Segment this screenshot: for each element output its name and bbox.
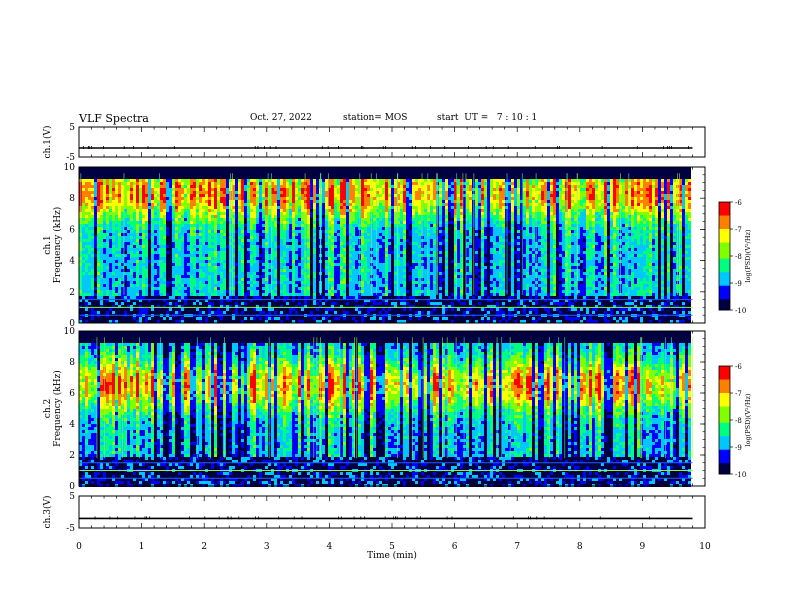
y-tick-label: 10 <box>64 327 76 337</box>
ch1-spectrogram-colorbar: -6 -7 -8 -9 -10 log(PSD)(V²/Hz) <box>719 199 752 315</box>
y-tick-label: 6 <box>69 389 75 399</box>
y-tick-label: -5 <box>66 153 75 163</box>
colorbar-tick-label: -7 <box>735 390 742 398</box>
ch1-spectrogram-image <box>79 167 692 323</box>
y-axis-label: ch.3(V) <box>42 496 53 529</box>
y-axis-label-channel: ch.2 <box>43 399 53 418</box>
vlf-figure: 5-5ch.1(V)0246810ch.1 Frequency (kHz)-6-7… <box>0 0 792 612</box>
ch2-spectrogram-colorbar: -6 -7 -8 -9 -10 log(PSD)(V²/Hz) <box>719 363 752 479</box>
x-tick-label: 0 <box>76 542 82 552</box>
panel-ch2-spectrogram: 0 2 4 6 8 10 ch.2 Frequency (kHz) <box>43 327 705 492</box>
x-tick-label: 4 <box>327 542 333 552</box>
colorbar-tick-label: -9 <box>735 444 742 452</box>
y-tick-label: 4 <box>69 257 75 267</box>
colorbar-tick-label: -6 <box>735 363 742 371</box>
y-tick-label: 8 <box>69 194 75 204</box>
x-axis-label: Time (min) <box>367 550 417 561</box>
x-tick-label: 8 <box>577 542 583 552</box>
y-axis-label: Frequency (kHz) <box>52 207 63 284</box>
panel-ch3-waveform: 5 -5 ch.3(V) <box>42 492 705 534</box>
y-tick-label: -5 <box>66 524 75 534</box>
x-tick-label: 2 <box>201 542 207 552</box>
y-tick-label: 5 <box>69 492 75 502</box>
colorbar-tick-label: -10 <box>735 307 746 315</box>
y-axis-label: ch.1(V) <box>42 126 53 159</box>
y-tick-label: 2 <box>69 288 75 298</box>
x-tick-label: 3 <box>264 542 270 552</box>
y-axis-label: Frequency (kHz) <box>52 370 63 447</box>
colorbar-label: log(PSD)(V²/Hz) <box>744 393 752 446</box>
y-tick-label: 0 <box>69 482 75 492</box>
x-tick-label: 9 <box>640 542 646 552</box>
y-tick-label: 5 <box>69 123 75 133</box>
y-tick-label: 10 <box>64 163 76 173</box>
ch2-spectrogram-image <box>79 331 692 487</box>
y-tick-label: 6 <box>69 225 75 235</box>
y-axis-label-channel: ch.1 <box>43 235 53 254</box>
colorbar-tick-label: -7 <box>735 226 742 234</box>
colorbar-label: log(PSD)(V²/Hz) <box>744 229 752 282</box>
colorbar-tick-label: -9 <box>735 280 742 288</box>
y-tick-label: 8 <box>69 358 75 368</box>
panel-ch1-waveform: 5 -5 ch.1(V) <box>42 123 705 163</box>
y-tick-label: 2 <box>69 451 75 461</box>
colorbar-tick-label: -8 <box>735 253 742 261</box>
y-tick-label: 4 <box>69 420 75 430</box>
x-tick-label: 7 <box>514 542 520 552</box>
colorbar-tick-label: -6 <box>735 199 742 207</box>
x-tick-label: 1 <box>139 542 145 552</box>
colorbar-tick-label: -10 <box>735 471 746 479</box>
colorbar-tick-label: -8 <box>735 417 742 425</box>
x-tick-label: 10 <box>699 542 711 552</box>
x-tick-label: 6 <box>452 542 458 552</box>
